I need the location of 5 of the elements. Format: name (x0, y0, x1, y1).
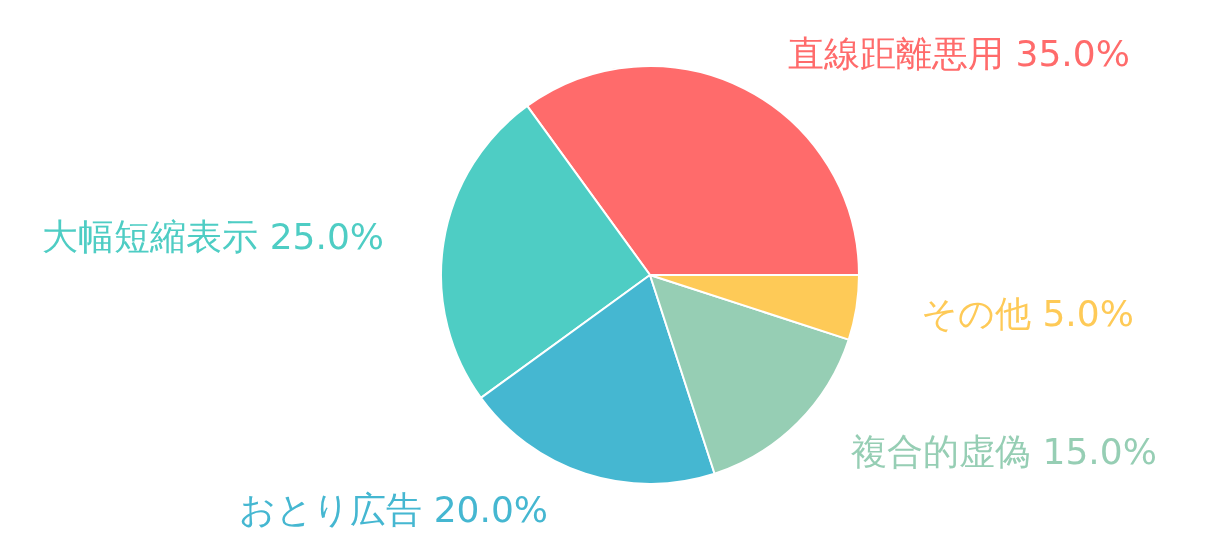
slice-label: その他 5.0% (920, 293, 1134, 335)
slice-label: 複合的虚偽 15.0% (851, 430, 1157, 472)
slice-label: 直線距離悪用 35.0% (788, 32, 1130, 74)
slice-label: おとり広告 20.0% (239, 488, 549, 530)
slice-label: 大幅短縮表示 25.0% (42, 215, 385, 257)
